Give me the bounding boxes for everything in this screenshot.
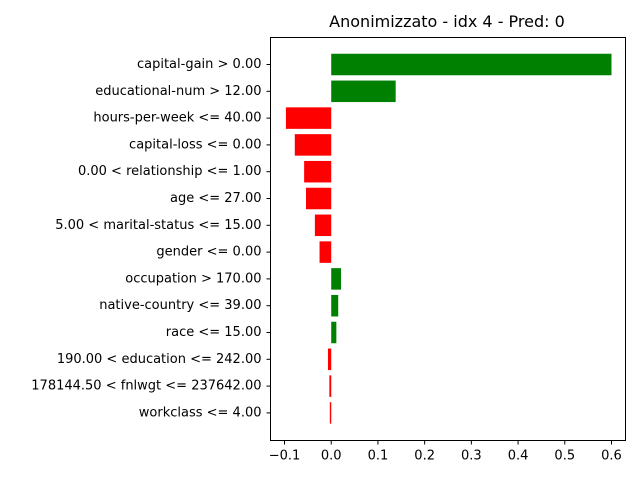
x-tick-label: 0.1 bbox=[368, 449, 389, 464]
bar-1 bbox=[331, 80, 396, 103]
bar-4 bbox=[304, 160, 332, 183]
bar-13 bbox=[329, 402, 332, 424]
x-ticks-group: −0.1 0.0 0.1 0.2 0.3 0.4 0.5 0.6 bbox=[269, 440, 622, 464]
bar-12 bbox=[329, 375, 332, 397]
bar-7 bbox=[319, 241, 332, 263]
bar-2 bbox=[285, 107, 332, 129]
y-tick-label: 178144.50 < fnlwgt <= 237642.00 bbox=[31, 379, 261, 394]
y-ticks-group: capital-gain > 0.00 educational-num > 12.… bbox=[31, 57, 271, 420]
y-tick-label: workclass <= 4.00 bbox=[139, 405, 262, 420]
y-tick-label: native-country <= 39.00 bbox=[99, 298, 261, 313]
bar-0 bbox=[331, 53, 612, 76]
bar-6 bbox=[314, 214, 332, 237]
x-tick-label: 0.0 bbox=[321, 449, 342, 464]
y-tick-label: race <= 15.00 bbox=[166, 325, 262, 340]
y-tick-label: occupation > 170.00 bbox=[125, 271, 261, 286]
x-tick-label: 0.6 bbox=[601, 449, 622, 464]
y-tick-label: capital-gain > 0.00 bbox=[137, 57, 262, 72]
x-tick-label: 0.2 bbox=[414, 449, 435, 464]
x-tick-label: 0.3 bbox=[461, 449, 482, 464]
y-tick-label: age <= 27.00 bbox=[170, 191, 261, 206]
y-tick-label: 5.00 < marital-status <= 15.00 bbox=[55, 218, 261, 233]
bar-8 bbox=[331, 268, 342, 290]
x-tick-label: −0.1 bbox=[269, 449, 301, 464]
bar-10 bbox=[331, 321, 337, 344]
y-tick-label: gender <= 0.00 bbox=[156, 245, 261, 260]
bar-5 bbox=[306, 187, 332, 210]
y-tick-label: hours-per-week <= 40.00 bbox=[93, 111, 261, 126]
bar-9 bbox=[331, 294, 339, 317]
bar-3 bbox=[294, 134, 332, 156]
y-tick-label: 0.00 < relationship <= 1.00 bbox=[78, 164, 262, 179]
x-tick-label: 0.5 bbox=[554, 449, 575, 464]
x-tick-label: 0.4 bbox=[508, 449, 529, 464]
bars-group bbox=[285, 53, 612, 424]
plot-frame bbox=[270, 37, 626, 441]
y-tick-label: capital-loss <= 0.00 bbox=[129, 137, 261, 152]
bar-11 bbox=[327, 348, 332, 371]
y-tick-label: educational-num > 12.00 bbox=[95, 84, 261, 99]
chart-title: Anonimizzato - idx 4 - Pred: 0 bbox=[329, 12, 565, 31]
y-tick-label: 190.00 < education <= 242.00 bbox=[57, 352, 262, 367]
